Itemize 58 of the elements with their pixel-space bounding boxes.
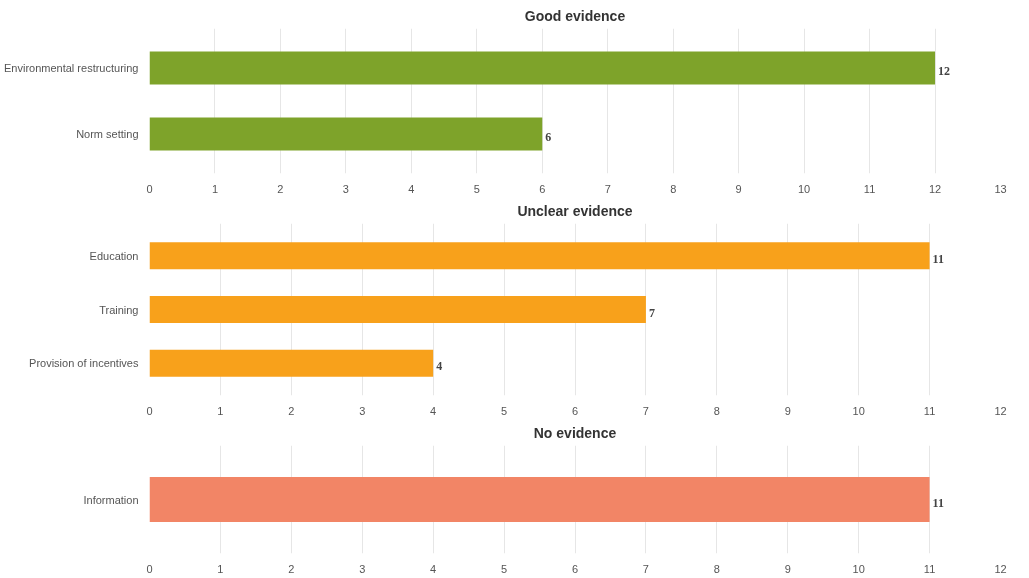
chart-title: Good evidence	[524, 7, 626, 24]
x-tick-label: 7	[604, 182, 611, 195]
x-tick-label: 2	[288, 562, 295, 575]
x-tick-label: 12	[994, 562, 1007, 575]
x-tick-label: 1	[211, 182, 219, 195]
x-tick-label: 11	[923, 404, 936, 417]
x-tick-label: 11	[863, 182, 876, 195]
x-tick-label: 7	[642, 562, 649, 575]
y-tick-label: Provision of incentives	[29, 357, 139, 370]
x-tick-label: 12	[928, 182, 942, 195]
y-tick-label: Training	[99, 303, 139, 316]
x-tick-label: 2	[288, 404, 295, 417]
x-tick-label: 4	[408, 182, 415, 195]
x-tick-label: 7	[642, 404, 649, 417]
x-tick-label: 5	[501, 562, 508, 575]
x-tick-label: 10	[798, 182, 811, 195]
y-tick-label: Environmental restructuring	[4, 62, 139, 75]
x-tick-label: 2	[277, 182, 284, 195]
x-tick-label: 3	[359, 404, 366, 417]
chart-title: No evidence	[533, 424, 617, 441]
x-tick-label: 1	[217, 562, 224, 575]
bar	[149, 242, 930, 270]
x-tick-label: 13	[994, 182, 1007, 195]
x-tick-label: 0	[146, 182, 153, 195]
x-tick-label: 1	[217, 404, 224, 417]
x-tick-label: 8	[713, 404, 720, 417]
x-tick-label: 0	[146, 562, 153, 575]
bar	[149, 296, 646, 323]
data-label: 4	[436, 359, 443, 374]
x-tick-label: 8	[713, 562, 720, 575]
x-tick-label: 5	[501, 404, 508, 417]
x-tick-label: 9	[784, 562, 791, 575]
data-label: 6	[545, 129, 552, 144]
chart-title: Unclear evidence	[517, 202, 633, 219]
x-tick-label: 3	[342, 182, 349, 195]
x-tick-label: 11	[923, 562, 936, 575]
y-tick-label: Information	[83, 493, 139, 506]
x-tick-label: 3	[359, 562, 366, 575]
y-tick-label: Norm setting	[76, 127, 139, 140]
x-tick-label: 9	[735, 182, 742, 195]
y-tick-label: Education	[89, 249, 139, 262]
x-tick-label: 0	[146, 404, 153, 417]
x-tick-label: 12	[994, 404, 1007, 417]
x-tick-label: 4	[430, 404, 437, 417]
x-tick-label: 9	[784, 404, 791, 417]
data-label: 12	[938, 64, 951, 79]
x-tick-label: 10	[852, 562, 865, 575]
x-tick-label: 5	[473, 182, 480, 195]
bar	[149, 349, 434, 377]
data-label: 7	[648, 305, 655, 320]
x-tick-label: 6	[539, 182, 546, 195]
x-tick-label: 8	[670, 182, 677, 195]
data-label: 11	[932, 495, 944, 510]
x-tick-label: 10	[852, 404, 865, 417]
data-label: 11	[932, 251, 944, 266]
x-tick-label: 6	[571, 404, 579, 417]
x-tick-label: 6	[571, 562, 579, 575]
x-tick-label: 4	[430, 562, 437, 575]
